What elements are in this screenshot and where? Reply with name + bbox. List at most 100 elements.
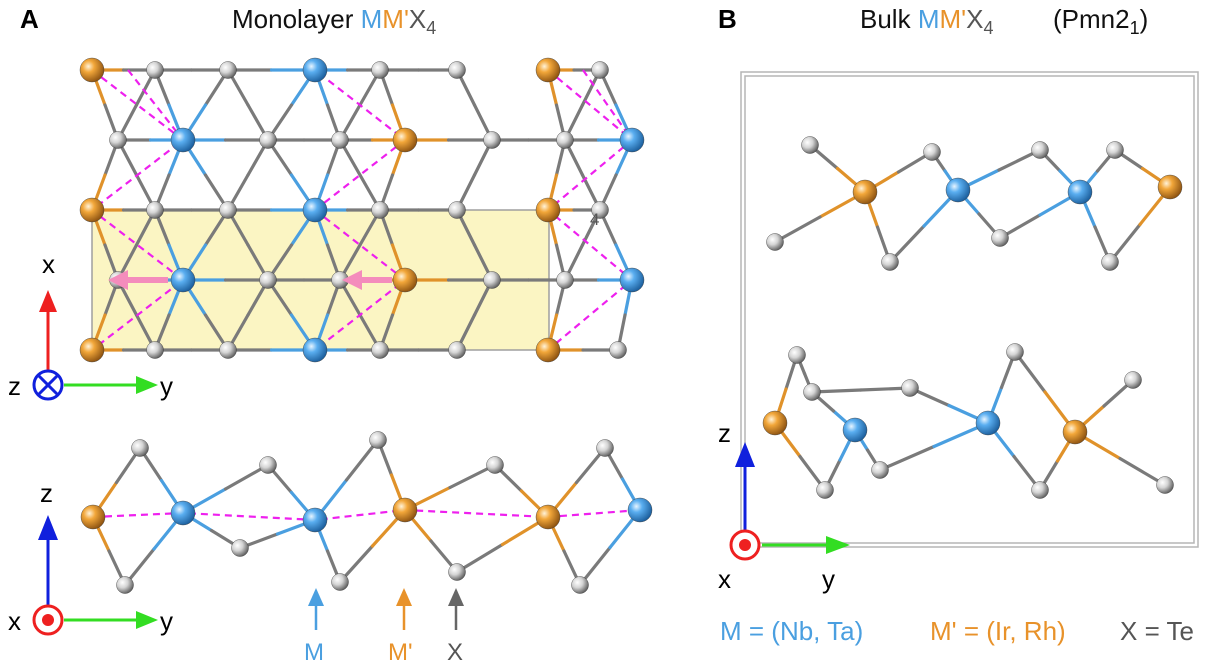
atom-x — [146, 61, 164, 79]
panel-b-title-m: M — [918, 4, 940, 34]
axis-label-z: z — [8, 371, 21, 401]
panel-a-letter: A — [20, 4, 39, 34]
axis-label-x-side: x — [8, 606, 21, 636]
atom-x — [991, 229, 1009, 247]
atom-m — [170, 500, 196, 526]
atom-x — [219, 341, 237, 359]
cell-marker-label: 4 — [590, 210, 599, 229]
atom-x — [801, 136, 819, 154]
atom-x — [788, 346, 806, 364]
pointer-label-m: M — [304, 639, 324, 665]
atom-x — [803, 383, 821, 401]
y-axis-arrowhead — [136, 376, 158, 394]
atom-x — [331, 573, 349, 591]
atom-pointer-arrows: M M' X — [304, 588, 464, 665]
dashed-bond — [582, 69, 633, 141]
atom-x — [483, 271, 501, 289]
atom-mp — [79, 337, 105, 363]
atom-x — [259, 271, 277, 289]
atom-x — [146, 341, 164, 359]
atom-m — [302, 197, 328, 223]
atom-x — [923, 143, 941, 161]
axis-label-x: x — [42, 249, 55, 279]
atom-mp — [1157, 174, 1183, 200]
atom-x — [219, 201, 237, 219]
atom-mp — [1062, 419, 1088, 445]
atoms-side-view — [80, 431, 653, 594]
panel-a-title-sub: 4 — [426, 18, 436, 38]
atom-mp — [392, 127, 418, 153]
atom-x — [448, 61, 466, 79]
space-group-prefix: (Pmn2 — [1053, 4, 1130, 34]
axis-label-y-side: y — [160, 606, 173, 636]
panel-a-title-x: X — [409, 4, 426, 34]
atom-m — [170, 127, 196, 153]
atom-x — [816, 481, 834, 499]
atom-x — [219, 61, 237, 79]
bond-bulk-lower-half-a — [878, 444, 936, 472]
atom-x — [766, 233, 784, 251]
atom-x — [571, 576, 589, 594]
panel-a-title-mp: M' — [382, 4, 409, 34]
atom-mp — [535, 337, 561, 363]
panel-b-title-x: X — [966, 4, 983, 34]
axes-side-view: z y x — [8, 478, 173, 636]
bonds-bulk — [773, 143, 1172, 492]
panel-b-letter: B — [718, 4, 737, 34]
atom-m — [619, 127, 645, 153]
legend-x: X = Te — [1120, 616, 1194, 646]
pointer-label-x: X — [447, 639, 463, 665]
panel-b-title-sub: 4 — [983, 18, 993, 38]
atom-x — [259, 456, 277, 474]
atom-x — [1124, 371, 1142, 389]
atom-x — [556, 131, 574, 149]
atom-x — [1006, 343, 1024, 361]
atom-x — [131, 439, 149, 457]
bulk-axis-label-y: y — [822, 564, 835, 594]
axes-top-view: x y z — [8, 249, 173, 401]
pointer-label-mp: M' — [388, 639, 413, 665]
atom-m — [945, 177, 971, 203]
space-group-suffix: ) — [1140, 4, 1149, 34]
bulk-view — [740, 71, 1199, 548]
atoms-top-view — [79, 57, 645, 363]
atom-mp — [80, 504, 106, 530]
dashed-bond — [127, 69, 184, 141]
atom-x — [1106, 141, 1124, 159]
atom-mp — [79, 197, 105, 223]
atom-x — [369, 431, 387, 449]
panel-b-title: Bulk MM'X4 — [860, 4, 993, 38]
monolayer-top-view: 4 — [79, 57, 645, 363]
atom-x — [371, 201, 389, 219]
monolayer-side-view — [80, 431, 653, 594]
atom-x — [901, 379, 919, 397]
atom-m — [302, 507, 328, 533]
atom-x — [259, 131, 277, 149]
atom-x — [486, 456, 504, 474]
atoms-bulk — [762, 136, 1183, 499]
axis-label-y: y — [160, 371, 173, 401]
atom-x — [556, 271, 574, 289]
atom-x — [1031, 481, 1049, 499]
atom-x — [331, 131, 349, 149]
atom-m — [842, 417, 868, 443]
atom-x — [146, 201, 164, 219]
atom-m — [627, 497, 653, 523]
atom-x — [483, 131, 501, 149]
axes-bulk: z y x — [718, 418, 850, 594]
atom-m — [302, 337, 328, 363]
atom-x — [591, 201, 609, 219]
bulk-cell-outer — [740, 71, 1199, 548]
bulk-z-axis-arrowhead — [735, 442, 755, 467]
atom-mp — [392, 267, 418, 293]
atom-x — [1156, 476, 1174, 494]
atom-m — [1067, 179, 1093, 205]
atom-mp — [852, 179, 878, 205]
space-group-sub: 1 — [1130, 18, 1140, 38]
atom-x — [596, 439, 614, 457]
panel-b-title-mp: M' — [939, 4, 966, 34]
displacement-arrow-m — [108, 270, 168, 290]
dashed-bond-side — [92, 508, 641, 522]
atom-x — [1031, 141, 1049, 159]
